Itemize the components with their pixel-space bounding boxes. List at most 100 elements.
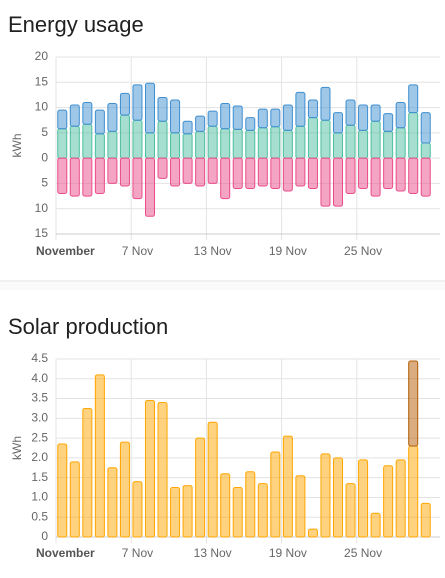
bar-segment [282, 104, 293, 131]
y-tick-label: 15 [35, 74, 49, 88]
bar-segment [257, 157, 268, 187]
bar-segment [295, 91, 306, 127]
bar-segment [94, 374, 105, 538]
bar-segment [157, 120, 168, 159]
bar-segment [220, 103, 231, 130]
bar-segment [420, 112, 431, 144]
x-tick-label: 19 Nov [269, 546, 307, 560]
y-tick-label: 3.5 [31, 391, 48, 405]
bar-segment [232, 487, 243, 538]
bar-segment [257, 127, 268, 159]
y-tick-label: 1.0 [31, 490, 48, 504]
x-tick-label: November [36, 244, 95, 258]
y-tick-label: 10 [35, 100, 49, 114]
bar-segment [295, 125, 306, 159]
bar-segment [320, 157, 331, 207]
bar-segment [220, 473, 231, 538]
bar-segment [345, 157, 356, 195]
bar-segment [57, 157, 68, 195]
y-tick-label: 4.0 [31, 371, 48, 385]
bar-segment [420, 157, 431, 197]
bar-segment [182, 485, 193, 538]
bar-segment [82, 157, 93, 197]
bar-segment [245, 157, 256, 189]
y-tick-label: 1.5 [31, 470, 48, 484]
bar-segment [408, 112, 419, 159]
bar-segment [207, 125, 218, 159]
bar-segment [370, 104, 381, 122]
bar-segment [232, 128, 243, 159]
bar-segment [57, 443, 68, 538]
bar-segment [69, 157, 80, 197]
bar-segment [157, 157, 168, 179]
bar-segment [119, 157, 130, 187]
bar-segment [245, 471, 256, 538]
bar-segment [257, 108, 268, 129]
bar-segment [144, 400, 156, 538]
bar-segment [144, 157, 156, 217]
bar-segment [395, 127, 406, 159]
bar-segment [195, 157, 206, 187]
bar-segment [383, 465, 394, 538]
y-tick-label: 2.5 [31, 430, 48, 444]
bar-segment [370, 512, 381, 538]
bar-segment [144, 82, 156, 134]
bar-segment [270, 451, 281, 538]
y-tick-label: 0.5 [31, 509, 48, 523]
bar-segment [57, 109, 68, 130]
bar-segment [307, 528, 318, 538]
card-gap [0, 282, 445, 290]
bar-segment [332, 112, 344, 134]
bar-segment [358, 129, 369, 159]
bar-segment [370, 157, 381, 197]
bar-segment [420, 502, 431, 538]
bar-segment [232, 157, 243, 189]
y-tick-label: 20 [35, 49, 49, 63]
bar-segment [170, 157, 181, 187]
bar-segment [358, 459, 369, 538]
bar-segment [345, 483, 356, 538]
bar-segment [245, 129, 256, 159]
bar-segment [408, 445, 419, 538]
bar-segment [182, 133, 193, 159]
y-axis-title: kWh [10, 134, 24, 158]
bar-segment [170, 99, 181, 134]
bar-segment [395, 459, 406, 538]
x-tick-label: 25 Nov [344, 244, 382, 258]
bar-segment [295, 475, 306, 538]
bar-segment [170, 132, 181, 159]
bar-segment [270, 108, 281, 128]
bar-segment [132, 119, 143, 159]
bar-segment [282, 157, 293, 192]
bar-segment [144, 132, 156, 159]
bar-segment [282, 435, 293, 538]
bar-segment [170, 487, 181, 538]
bar-segment [132, 481, 143, 538]
x-tick-label: November [36, 546, 95, 560]
y-tick-label: 2.0 [31, 450, 48, 464]
bar-segment [107, 103, 118, 132]
bar-segment [257, 483, 268, 538]
bar-segment [157, 96, 168, 122]
bar-segment [207, 157, 218, 184]
x-tick-label: 13 Nov [194, 244, 232, 258]
y-tick-label: 15 [35, 226, 49, 240]
bar-segment [94, 109, 105, 135]
bar-segment [307, 157, 318, 189]
bar-segment [182, 120, 193, 135]
bar-segment [182, 157, 193, 184]
bar-segment [282, 129, 293, 159]
bar-segment [107, 157, 118, 184]
bar-segment [420, 142, 431, 159]
bar-segment [132, 157, 143, 200]
y-axis-title: kWh [10, 436, 24, 460]
x-tick-label: 7 Nov [122, 546, 153, 560]
bar-segment [82, 407, 93, 538]
y-tick-label: 4.5 [31, 351, 48, 365]
bar-segment [69, 125, 80, 159]
bar-segment [270, 157, 281, 189]
bar-segment [220, 157, 231, 200]
bar-segment [408, 360, 419, 447]
bar-segment [107, 130, 118, 159]
bar-segment [195, 115, 206, 132]
